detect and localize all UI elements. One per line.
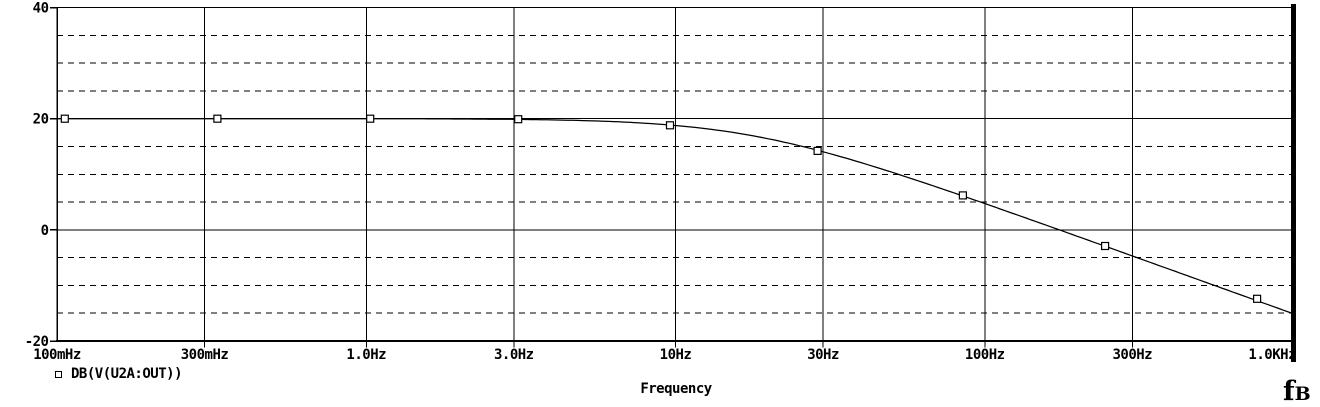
trace-marker-icon xyxy=(55,370,62,378)
data-point-marker[interactable] xyxy=(813,146,822,155)
trace-curve[interactable] xyxy=(57,118,1295,315)
y-tick-label: -20 xyxy=(25,334,49,350)
data-point-marker[interactable] xyxy=(1100,241,1110,251)
trace-markers xyxy=(60,114,1262,303)
x-axis-title: Frequency xyxy=(640,381,712,397)
x-tick-label: 10Hz xyxy=(660,347,692,363)
plot-border xyxy=(56,4,1296,362)
x-tick-label: 100Hz xyxy=(965,347,1005,363)
x-tick-label: 1.0KHz xyxy=(1248,347,1296,363)
annotation-f: f xyxy=(1283,376,1295,407)
data-point-marker[interactable] xyxy=(665,121,675,130)
trace-legend[interactable]: DB(V(U2A:OUT)) xyxy=(55,366,183,382)
x-tick-label: 3.0Hz xyxy=(494,347,534,363)
data-point-marker[interactable] xyxy=(958,191,968,200)
data-point-marker[interactable] xyxy=(514,115,523,124)
x-tick-label: 300mHz xyxy=(181,347,229,363)
x-tick-label: 300Hz xyxy=(1112,347,1152,363)
trace-legend-label: DB(V(U2A:OUT)) xyxy=(71,366,183,382)
gridlines xyxy=(57,7,1294,348)
bandwidth-frequency-annotation: fB xyxy=(1283,378,1311,405)
y-tick-label: 0 xyxy=(41,223,49,239)
data-point-marker[interactable] xyxy=(366,114,375,123)
x-tick-label: 1.0Hz xyxy=(346,347,386,363)
data-point-marker[interactable] xyxy=(1252,294,1262,303)
annotation-b-subscript: B xyxy=(1294,383,1311,405)
x-tick-label: 30Hz xyxy=(807,347,839,363)
y-tick-label: 40 xyxy=(33,1,49,17)
data-point-marker[interactable] xyxy=(60,114,69,123)
data-point-marker[interactable] xyxy=(213,114,222,123)
y-tick-label: 20 xyxy=(33,112,49,128)
x-tick-label: 100mHz xyxy=(33,347,81,363)
